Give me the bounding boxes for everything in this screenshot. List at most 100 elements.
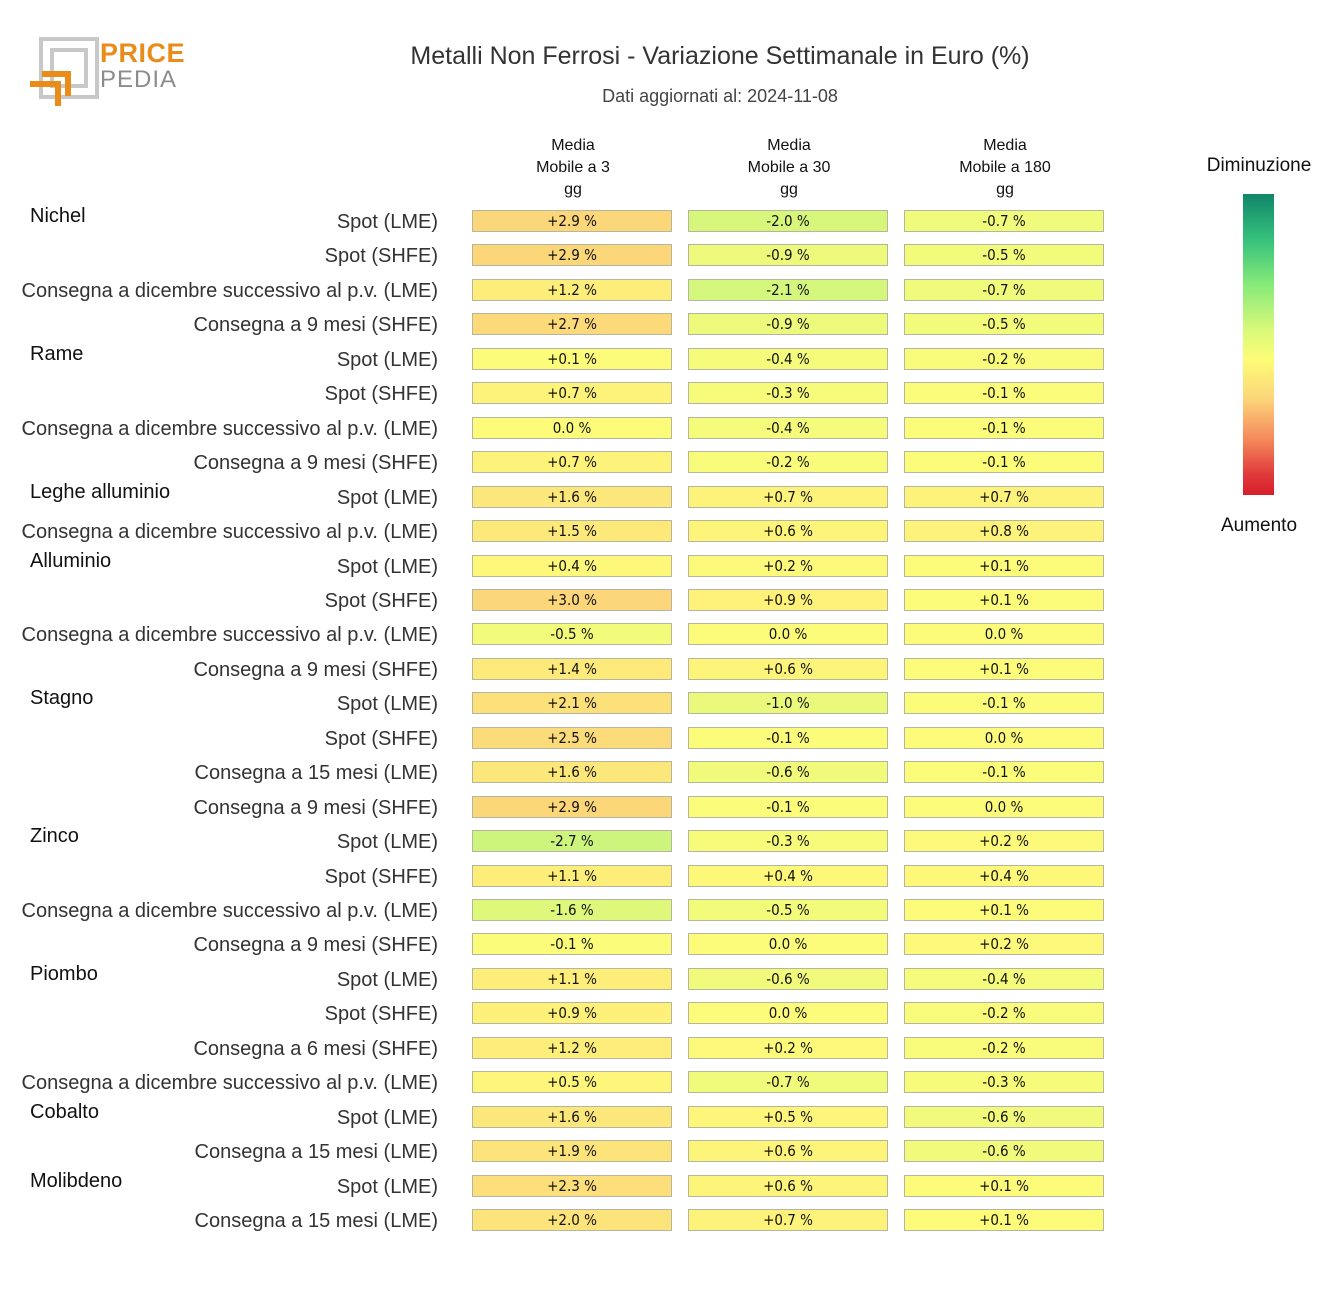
chart-subtitle: Dati aggiornati al: 2024-11-08 <box>602 86 838 106</box>
heatmap-cell: +0.4 % <box>472 554 672 577</box>
heatmap-cell: 0.0 % <box>688 1002 888 1025</box>
column-header-180gg: Media Mobile a 180 gg <box>904 135 1106 201</box>
heatmap-cell: -0.6 % <box>904 1140 1104 1163</box>
metal-group-label: Rame <box>30 342 84 365</box>
legend-label-decrease: Diminuzione <box>1206 155 1312 176</box>
heatmap-cell: -0.2 % <box>688 451 888 474</box>
column-header-line: Media <box>983 137 1027 154</box>
heatmap-cell: +1.2 % <box>472 1036 672 1059</box>
row-label: Spot (SHFE) <box>324 727 438 750</box>
heatmap-cell: -1.0 % <box>688 692 888 715</box>
column-header-30gg: Media Mobile a 30 gg <box>688 135 890 201</box>
heatmap-cell: +0.1 % <box>904 657 1104 680</box>
heatmap-cell: +0.8 % <box>904 520 1104 543</box>
heatmap-cell: -0.6 % <box>688 761 888 784</box>
heatmap-cell: -0.1 % <box>688 795 888 818</box>
column-header-line: gg <box>564 181 582 198</box>
heatmap-cell: +0.6 % <box>688 1174 888 1197</box>
row-label: Spot (LME) <box>336 211 438 233</box>
heatmap-cell: -0.5 % <box>904 244 1104 267</box>
metal-group-label: Leghe alluminio <box>30 480 171 503</box>
heatmap-cell: -0.7 % <box>688 1071 888 1094</box>
heatmap-cell: -0.1 % <box>904 451 1104 474</box>
row-label: Consegna a dicembre successivo al p.v. (… <box>21 624 438 647</box>
heatmap-cell: +0.2 % <box>688 1036 888 1059</box>
heatmap-cell: -0.4 % <box>688 347 888 370</box>
row-label: Spot (LME) <box>336 486 438 509</box>
row-label: Consegna a 15 mesi (LME) <box>194 1210 438 1233</box>
heatmap-cell: +2.9 % <box>472 795 672 818</box>
logo-text-pedia: PEDIA <box>100 66 178 93</box>
heatmap-cell: +1.9 % <box>472 1140 672 1163</box>
heatmap-cell: -0.4 % <box>904 967 1104 990</box>
heatmap-cell: -0.5 % <box>904 313 1104 336</box>
legend-color-scale <box>1243 194 1274 495</box>
metal-group-label: Piombo <box>30 962 98 985</box>
heatmap-cell: -0.1 % <box>688 726 888 749</box>
heatmap-cell: +0.7 % <box>904 485 1104 508</box>
heatmap-cell: -0.2 % <box>904 1002 1104 1025</box>
heatmap-cell: +0.1 % <box>904 1209 1104 1232</box>
legend-label-increase: Aumento <box>1220 515 1298 536</box>
heatmap-cell: -0.6 % <box>688 967 888 990</box>
metal-group-label: Nichel <box>30 205 86 227</box>
heatmap-cell: 0.0 % <box>904 726 1104 749</box>
heatmap-cell: -2.1 % <box>688 278 888 301</box>
heatmap-cell: +2.1 % <box>472 692 672 715</box>
row-label: Consegna a 6 mesi (SHFE) <box>193 1037 438 1060</box>
heatmap-cell: +0.9 % <box>688 588 888 611</box>
row-label: Consegna a 9 mesi (SHFE) <box>193 658 438 681</box>
metal-group-label: Stagno <box>30 687 94 710</box>
row-label: Consegna a dicembre successivo al p.v. (… <box>21 279 438 302</box>
logo-text-price: PRICE <box>100 38 186 68</box>
heatmap-cell: +0.2 % <box>904 830 1104 853</box>
row-label: Consegna a dicembre successivo al p.v. (… <box>21 1072 438 1095</box>
heatmap-cell: +2.9 % <box>472 244 672 267</box>
heatmap-cell: -0.5 % <box>688 899 888 921</box>
row-label: Spot (SHFE) <box>324 383 438 406</box>
column-header-3gg: Media Mobile a 3 gg <box>472 135 674 201</box>
row-label: Spot (LME) <box>336 968 438 991</box>
metal-group-label: Alluminio <box>30 549 112 572</box>
heatmap-cell: +1.5 % <box>472 520 672 543</box>
column-header-line: Media <box>767 137 811 154</box>
heatmap-cell: +0.1 % <box>904 1174 1104 1197</box>
heatmap-cell: -0.1 % <box>904 692 1104 715</box>
heatmap-cell: +0.7 % <box>688 1209 888 1232</box>
heatmap-cell: -0.9 % <box>688 244 888 267</box>
heatmap-cell: +0.1 % <box>904 899 1104 921</box>
heatmap-cell: -2.0 % <box>688 210 888 232</box>
pricepedia-logo <box>30 37 99 106</box>
heatmap-cell: +0.5 % <box>688 1105 888 1128</box>
row-label: Consegna a 9 mesi (SHFE) <box>193 452 438 475</box>
heatmap-cell: +0.7 % <box>688 485 888 508</box>
row-label: Consegna a 15 mesi (LME) <box>194 762 438 785</box>
row-label: Spot (SHFE) <box>324 589 438 612</box>
heatmap-cell: 0.0 % <box>904 795 1104 818</box>
heatmap-cell: +0.4 % <box>688 864 888 887</box>
heatmap-cell: +0.4 % <box>904 864 1104 887</box>
heatmap-cell: -0.9 % <box>688 313 888 336</box>
heatmap-cell: -2.7 % <box>472 830 672 853</box>
row-label: Consegna a dicembre successivo al p.v. (… <box>21 900 438 922</box>
heatmap-cell: +1.6 % <box>472 485 672 508</box>
row-label: Spot (SHFE) <box>324 1003 438 1026</box>
heatmap-cell: 0.0 % <box>688 933 888 956</box>
row-label: Spot (LME) <box>336 555 438 578</box>
heatmap-cell: +0.6 % <box>688 657 888 680</box>
row-label: Consegna a dicembre successivo al p.v. (… <box>21 417 438 440</box>
heatmap-cell: -0.1 % <box>904 761 1104 784</box>
heatmap-cell: -0.2 % <box>904 1036 1104 1059</box>
heatmap-cell: +1.6 % <box>472 1105 672 1128</box>
heatmap-cell: +0.6 % <box>688 520 888 543</box>
row-label: Consegna a 9 mesi (SHFE) <box>193 934 438 957</box>
heatmap-cell: 0.0 % <box>688 623 888 646</box>
heatmap-cell: +2.0 % <box>472 1209 672 1232</box>
heatmap-cell: +1.2 % <box>472 278 672 301</box>
heatmap-cell: +0.1 % <box>904 588 1104 611</box>
row-label: Spot (LME) <box>336 348 438 371</box>
row-label: Consegna a 9 mesi (SHFE) <box>193 796 438 819</box>
heatmap-cell: 0.0 % <box>472 416 672 439</box>
heatmap-cell: +3.0 % <box>472 588 672 611</box>
row-label: Spot (SHFE) <box>324 245 438 268</box>
